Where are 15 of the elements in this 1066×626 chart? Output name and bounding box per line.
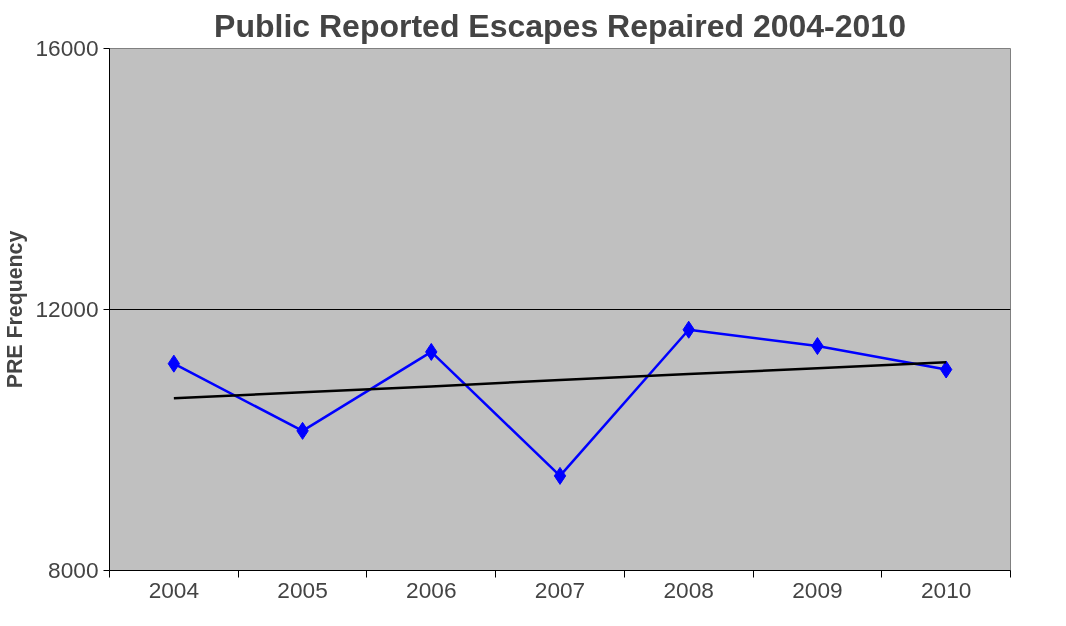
y-tick-label: 16000 [35,35,99,61]
x-tick-label: 2007 [534,576,586,603]
x-tick-label: 2006 [406,576,457,603]
x-tick-label: 2010 [920,576,972,603]
point [167,354,181,373]
x-tick-label: 2008 [663,576,714,603]
y-tick-label: 8000 [48,557,99,583]
x-tick-label: 2004 [148,576,200,603]
y-axis-title: PRE Frequency [3,230,28,389]
x-tick-label: 2009 [792,576,843,603]
point [939,360,953,379]
y-tick-label: 12000 [35,296,99,322]
x-tick-label: 2005 [277,576,328,603]
point [553,466,567,485]
chart-title: Public Reported Escapes Repaired 2004-2010 [214,7,906,44]
